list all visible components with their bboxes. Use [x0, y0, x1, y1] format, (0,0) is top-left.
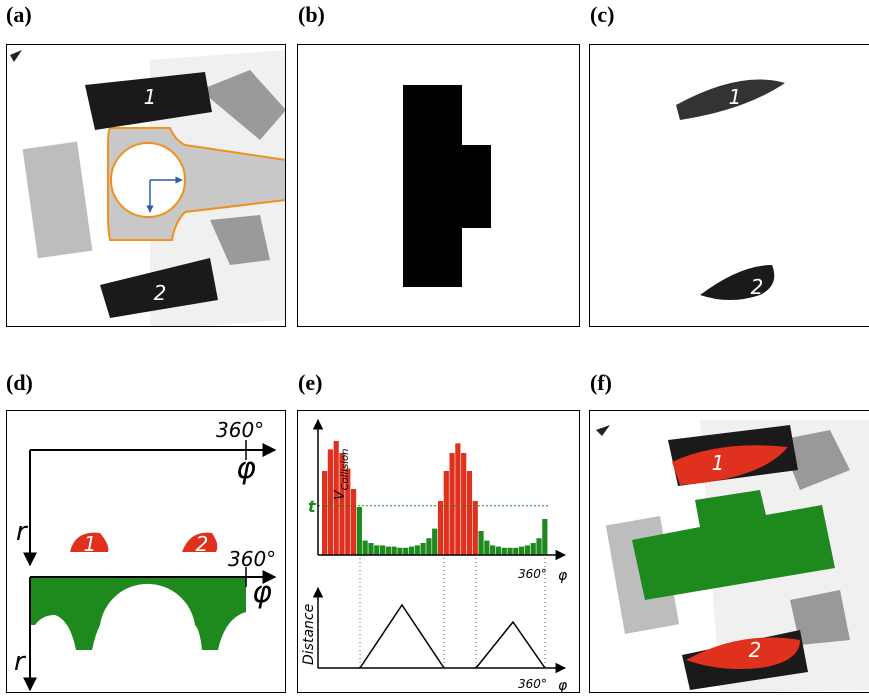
- bar: [426, 538, 431, 555]
- bar: [438, 501, 443, 555]
- bar: [397, 548, 402, 555]
- panel-label: (b): [298, 2, 325, 27]
- bar: [386, 547, 391, 555]
- bar: [351, 489, 356, 555]
- bar: [449, 453, 454, 555]
- bar: [507, 548, 512, 555]
- bar: [374, 545, 379, 555]
- axis-label: φ: [252, 575, 272, 610]
- axis-label: 360°: [518, 567, 547, 581]
- bar: [473, 501, 478, 555]
- bar: [368, 543, 373, 555]
- axis-label: 360°: [228, 547, 276, 571]
- bar: [513, 548, 518, 555]
- bar: [490, 545, 495, 555]
- bar: [461, 453, 466, 555]
- bar: [502, 548, 507, 555]
- bar: [467, 471, 472, 555]
- bar: [363, 541, 368, 555]
- bar: [322, 471, 327, 555]
- bar: [392, 547, 397, 555]
- panel-label: (c): [590, 2, 614, 27]
- panel-label: (d): [6, 370, 33, 395]
- bar: [357, 507, 362, 555]
- bar: [328, 449, 333, 555]
- marker-label: 1: [84, 532, 97, 556]
- bar: [455, 443, 460, 555]
- marker-label: 2: [196, 532, 209, 556]
- marker-label: 2: [154, 281, 167, 305]
- axis-label: φ: [558, 568, 568, 584]
- marker-label: 1: [144, 85, 157, 109]
- bar: [432, 529, 437, 555]
- marker-label: 2: [751, 275, 764, 299]
- bar: [496, 547, 501, 555]
- bar: [542, 519, 547, 555]
- axis-label: 360°: [518, 677, 547, 691]
- bar: [531, 543, 536, 555]
- bar: [403, 548, 408, 555]
- marker-label: 1: [729, 85, 742, 109]
- bar: [519, 547, 524, 555]
- panel-label: (e): [298, 370, 322, 395]
- bar: [478, 531, 483, 555]
- panel-label: (a): [6, 2, 32, 27]
- bar: [484, 541, 489, 555]
- panel-label: (f): [590, 370, 612, 395]
- marker-label: 2: [749, 638, 762, 662]
- panel-f: [589, 410, 869, 693]
- bar: [421, 543, 426, 555]
- bar: [444, 471, 449, 555]
- bar: [409, 547, 414, 555]
- axis-label: φ: [236, 451, 256, 486]
- axis-label: Distance: [301, 604, 317, 665]
- axis-label: 360°: [216, 418, 264, 442]
- bar: [525, 545, 530, 555]
- bar: [415, 545, 420, 555]
- bar: [380, 545, 385, 555]
- marker-label: 1: [712, 451, 725, 475]
- figure: (a) (b) (c) (d) (e) (f) 1 2 1 2 360° φ r…: [0, 0, 869, 699]
- bar: [536, 538, 541, 555]
- axis-label: φ: [558, 678, 568, 694]
- threshold-label: t: [308, 497, 317, 516]
